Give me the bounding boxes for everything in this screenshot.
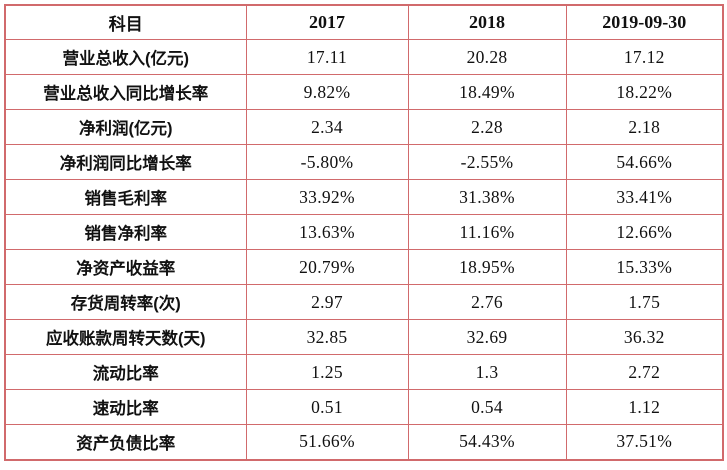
financial-metrics-table: 科目 2017 2018 2019-09-30 营业总收入(亿元) 17.11 20.28…: [4, 4, 724, 461]
cell-value: 54.66%: [565, 144, 724, 180]
cell-value: 33.92%: [245, 179, 409, 215]
row-label: 速动比率: [4, 389, 247, 425]
cell-value: 1.75: [565, 284, 724, 320]
cell-value: 9.82%: [245, 74, 409, 110]
table-row: 速动比率 0.51 0.54 1.12: [4, 389, 724, 425]
cell-value: 2.18: [565, 109, 724, 145]
table-row: 净利润(亿元) 2.34 2.28 2.18: [4, 109, 724, 145]
cell-value: 17.12: [565, 39, 724, 75]
cell-value: 2.76: [407, 284, 567, 320]
cell-value: 15.33%: [565, 249, 724, 285]
row-label: 营业总收入(亿元): [4, 39, 247, 75]
row-label: 营业总收入同比增长率: [4, 74, 247, 110]
cell-value: 54.43%: [407, 424, 567, 460]
cell-value: 2.97: [245, 284, 409, 320]
cell-value: 20.28: [407, 39, 567, 75]
cell-value: 0.54: [407, 389, 567, 425]
row-label: 净利润同比增长率: [4, 144, 247, 180]
cell-value: 1.12: [565, 389, 724, 425]
column-header-period: 2017: [245, 4, 409, 40]
cell-value: 32.69: [407, 319, 567, 355]
cell-value: 1.25: [245, 354, 409, 390]
cell-value: 12.66%: [565, 214, 724, 250]
cell-value: -5.80%: [245, 144, 409, 180]
row-label: 净资产收益率: [4, 249, 247, 285]
cell-value: 51.66%: [245, 424, 409, 460]
cell-value: -2.55%: [407, 144, 567, 180]
row-label: 应收账款周转天数(天): [4, 319, 247, 355]
cell-value: 1.3: [407, 354, 567, 390]
row-label: 销售毛利率: [4, 179, 247, 215]
cell-value: 18.22%: [565, 74, 724, 110]
cell-value: 36.32: [565, 319, 724, 355]
table-row: 净利润同比增长率 -5.80% -2.55% 54.66%: [4, 144, 724, 180]
column-header-subject: 科目: [4, 4, 247, 40]
table-row: 资产负债比率 51.66% 54.43% 37.51%: [4, 424, 724, 460]
cell-value: 17.11: [245, 39, 409, 75]
row-label: 存货周转率(次): [4, 284, 247, 320]
column-header-period: 2019-09-30: [565, 4, 724, 40]
table-row: 应收账款周转天数(天) 32.85 32.69 36.32: [4, 319, 724, 355]
header-row: 科目 2017 2018 2019-09-30: [4, 4, 724, 40]
cell-value: 2.34: [245, 109, 409, 145]
cell-value: 33.41%: [565, 179, 724, 215]
table-row: 流动比率 1.25 1.3 2.72: [4, 354, 724, 390]
cell-value: 31.38%: [407, 179, 567, 215]
table-row: 销售毛利率 33.92% 31.38% 33.41%: [4, 179, 724, 215]
row-label: 资产负债比率: [4, 424, 247, 460]
column-header-period: 2018: [407, 4, 567, 40]
row-label: 净利润(亿元): [4, 109, 247, 145]
cell-value: 13.63%: [245, 214, 409, 250]
cell-value: 20.79%: [245, 249, 409, 285]
cell-value: 2.28: [407, 109, 567, 145]
cell-value: 0.51: [245, 389, 409, 425]
table-row: 净资产收益率 20.79% 18.95% 15.33%: [4, 249, 724, 285]
table-row: 营业总收入(亿元) 17.11 20.28 17.12: [4, 39, 724, 75]
table-row: 营业总收入同比增长率 9.82% 18.49% 18.22%: [4, 74, 724, 110]
row-label: 流动比率: [4, 354, 247, 390]
table-row: 存货周转率(次) 2.97 2.76 1.75: [4, 284, 724, 320]
table-row: 销售净利率 13.63% 11.16% 12.66%: [4, 214, 724, 250]
cell-value: 37.51%: [565, 424, 724, 460]
cell-value: 11.16%: [407, 214, 567, 250]
cell-value: 2.72: [565, 354, 724, 390]
cell-value: 18.95%: [407, 249, 567, 285]
cell-value: 32.85: [245, 319, 409, 355]
cell-value: 18.49%: [407, 74, 567, 110]
row-label: 销售净利率: [4, 214, 247, 250]
